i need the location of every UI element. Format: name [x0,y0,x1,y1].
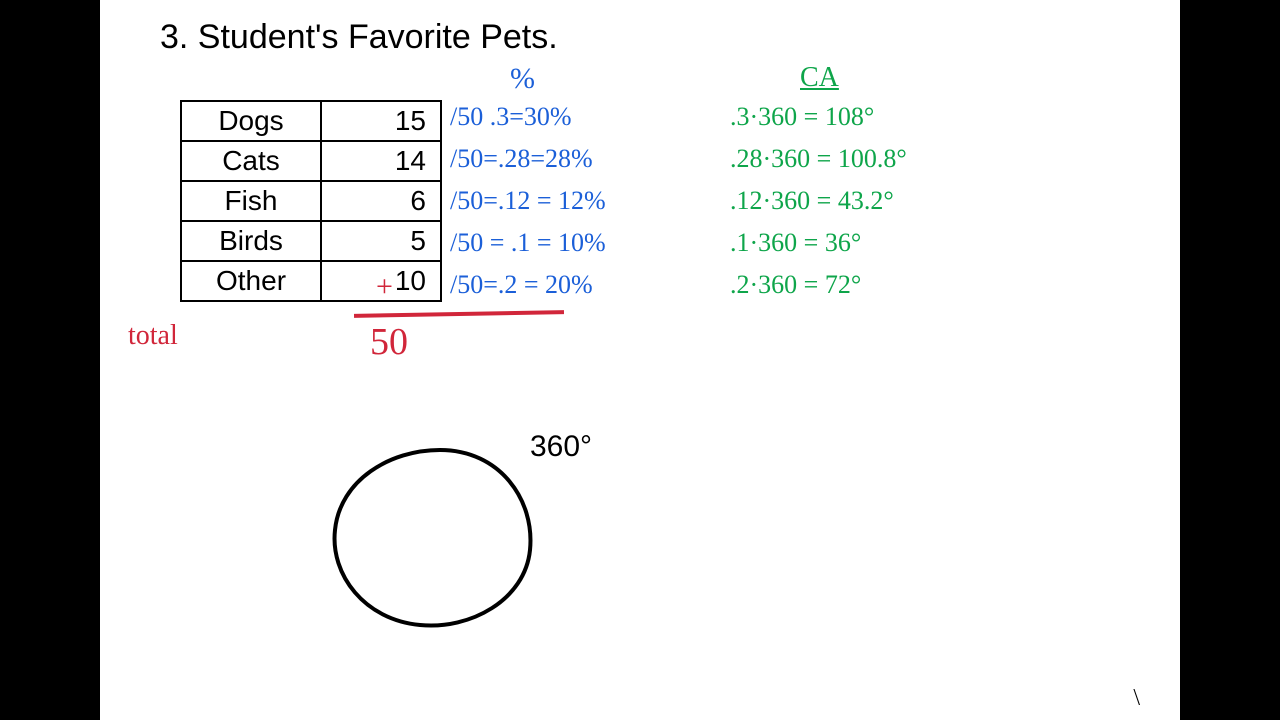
cell-value: 5 [321,221,441,261]
sum-underline [354,310,564,318]
cell-category: Other [181,261,321,301]
angle-calc: .2·360 = 72° [730,270,861,300]
table-row: Fish 6 [181,181,441,221]
total-value: 50 [370,320,408,364]
circle-degrees-label: 360° [530,430,592,464]
cell-value: 14 [321,141,441,181]
letterbox-right [1180,0,1280,720]
table-row: Cats 14 [181,141,441,181]
angle-calc: .12·360 = 43.2° [730,186,894,216]
table-row: Birds 5 [181,221,441,261]
cell-category: Cats [181,141,321,181]
cell-value: 6 [321,181,441,221]
angle-calc: .1·360 = 36° [730,228,861,258]
cell-category: Fish [181,181,321,221]
data-table: Dogs 15 Cats 14 Fish 6 Birds 5 Other 10 [180,100,442,302]
angle-calc: .28·360 = 100.8° [730,144,907,174]
problem-title: 3. Student's Favorite Pets. [160,18,558,57]
percent-calc: /50=.12 = 12% [450,186,606,216]
angle-calc: .3·360 = 108° [730,102,874,132]
cell-category: Dogs [181,101,321,141]
percent-calc: /50 .3=30% [450,102,572,132]
percent-calc: /50=.28=28% [450,144,593,174]
cell-category: Birds [181,221,321,261]
percent-calc: /50=.2 = 20% [450,270,593,300]
table-row: Other 10 [181,261,441,301]
total-label: total [128,320,178,352]
stray-mark: \ [1133,685,1140,712]
table-row: Dogs 15 [181,101,441,141]
percent-calc: /50 = .1 = 10% [450,228,606,258]
cell-value: 15 [321,101,441,141]
percent-header: % [510,62,535,96]
plus-sign: + [376,270,393,304]
central-angle-header: CA [800,62,839,94]
circle-sketch [310,430,550,640]
letterbox-left [0,0,100,720]
